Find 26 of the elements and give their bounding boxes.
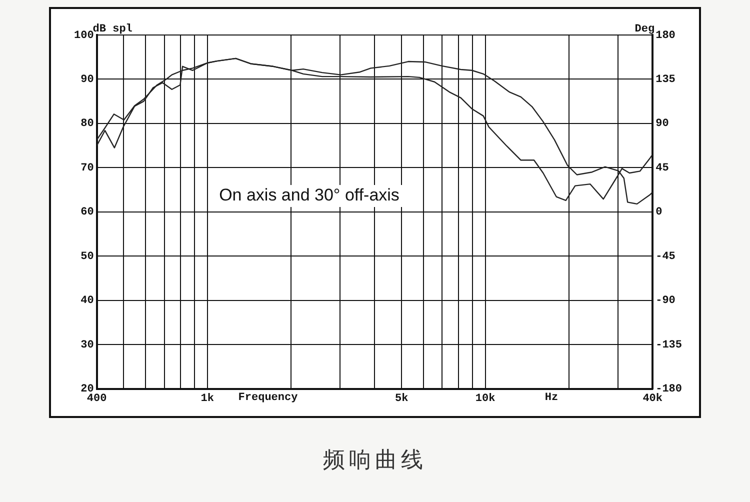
y2-axis-title: Deg	[634, 23, 655, 36]
y2-tick-label: -135	[656, 339, 682, 352]
y-tick-label: 50	[80, 250, 94, 263]
text: Hz	[544, 392, 558, 404]
y2-tick-label: 135	[656, 74, 676, 86]
y-tick-label: 30	[80, 339, 94, 352]
x-axis-title: Frequency	[238, 392, 298, 404]
x-tick-label: 400	[86, 393, 107, 406]
text: 频响曲线	[322, 447, 428, 475]
y-tick-label: 100	[74, 30, 94, 42]
y2-tick-label: 45	[656, 162, 670, 174]
annotation: On axis and 30° off-axis	[219, 186, 400, 205]
y2-tick-label: 90	[656, 118, 669, 130]
x-tick-label: 1k	[200, 393, 214, 406]
y-tick-label: 80	[80, 118, 94, 130]
y2-tick-label: 180	[656, 30, 676, 42]
y-tick-label: 70	[80, 162, 94, 174]
x-tick-label: 10k	[475, 393, 496, 406]
x-tick-label: 5k	[395, 393, 409, 406]
y2-tick-label: -90	[656, 295, 676, 308]
y2-tick-label: 0	[656, 206, 662, 219]
y2-tick-label: -45	[656, 250, 676, 263]
y-tick-label: 40	[80, 295, 94, 308]
y-axis-title: dB spl	[92, 23, 133, 36]
y-tick-label: 60	[80, 206, 94, 219]
y-tick-label: 90	[80, 74, 94, 86]
